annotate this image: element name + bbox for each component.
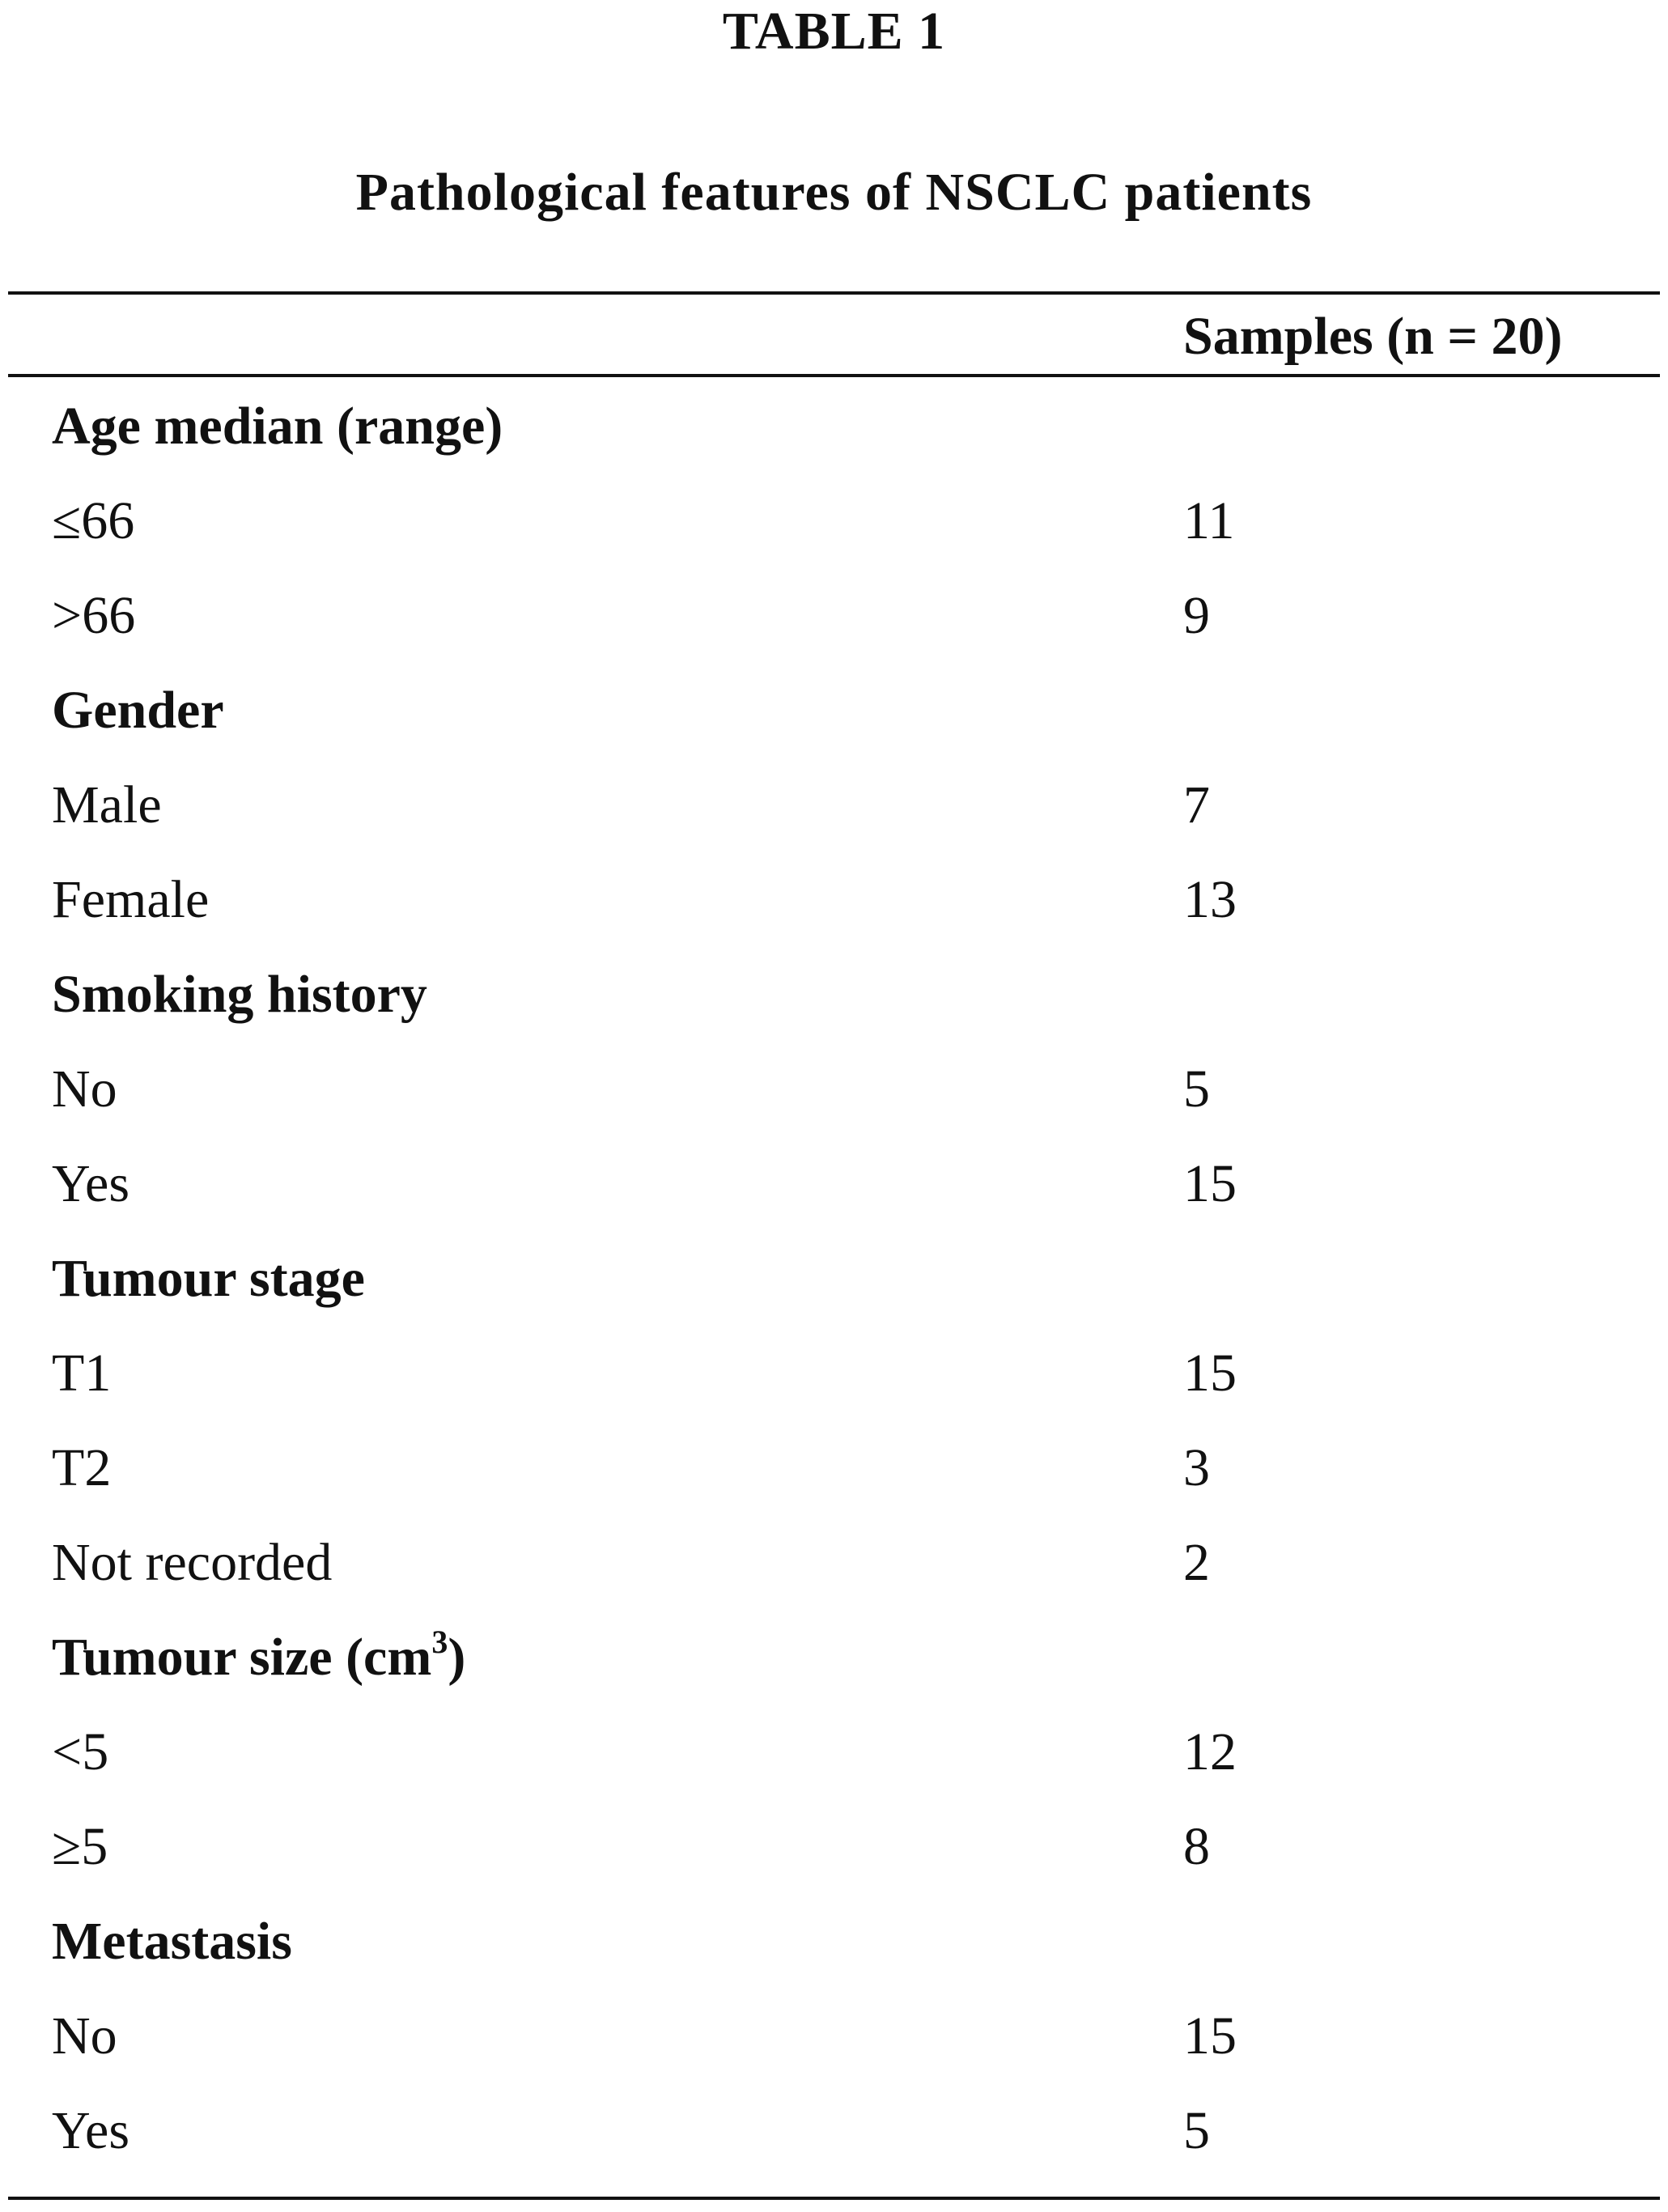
row-label: ≤66 <box>52 491 135 550</box>
sample-count: 11 <box>1183 491 1235 550</box>
table-row: T2 3 <box>0 1422 1668 1517</box>
column-header-samples: Samples (n = 20) <box>1183 307 1563 366</box>
table-row: Yes 15 <box>0 1138 1668 1233</box>
group-label: Tumour stage <box>52 1249 365 1308</box>
sample-count: 15 <box>1183 2006 1237 2066</box>
table-top-rule <box>8 291 1660 295</box>
table-group-row: Smoking history <box>0 949 1668 1043</box>
table-row: T1 15 <box>0 1327 1668 1422</box>
row-label: T2 <box>52 1438 112 1497</box>
sample-count: 9 <box>1183 586 1210 645</box>
sample-count: 7 <box>1183 775 1210 834</box>
row-label: Yes <box>52 2101 130 2160</box>
table-row: No 15 <box>0 1990 1668 2085</box>
sample-count: 13 <box>1183 870 1237 929</box>
group-label: Tumour size (cm3) <box>52 1624 466 1688</box>
table-header-rule <box>8 374 1660 377</box>
table-row: Yes 5 <box>0 2085 1668 2180</box>
sample-count: 15 <box>1183 1154 1237 1213</box>
table-row: Female 13 <box>0 854 1668 949</box>
table-row: <5 12 <box>0 1706 1668 1801</box>
table-group-row: Tumour size (cm3) <box>0 1611 1668 1706</box>
table-row: ≤66 11 <box>0 475 1668 570</box>
row-label: Male <box>52 775 162 834</box>
row-label: Yes <box>52 1154 130 1213</box>
row-label: T1 <box>52 1344 112 1403</box>
row-label: Female <box>52 870 210 929</box>
superscript: 3 <box>431 1624 448 1660</box>
group-label: Smoking history <box>52 965 427 1024</box>
table-row: Male 7 <box>0 759 1668 854</box>
row-label: ≥5 <box>52 1817 108 1876</box>
table-row: ≥5 8 <box>0 1801 1668 1896</box>
group-label: Age median (range) <box>52 397 503 456</box>
group-label: Gender <box>52 681 224 740</box>
table-bottom-rule <box>8 2197 1660 2200</box>
table-group-row: Tumour stage <box>0 1233 1668 1327</box>
row-label: No <box>52 1059 117 1119</box>
table-row: No 5 <box>0 1043 1668 1138</box>
table-title: Pathological features of NSCLC patients <box>355 163 1313 222</box>
label-tail: ) <box>448 1628 466 1687</box>
sample-count: 15 <box>1183 1344 1237 1403</box>
table-row: Not recorded 2 <box>0 1517 1668 1611</box>
sample-count: 12 <box>1183 1722 1237 1781</box>
sample-count: 5 <box>1183 2101 1210 2160</box>
sample-count: 3 <box>1183 1438 1210 1497</box>
sample-count: 2 <box>1183 1533 1210 1592</box>
sample-count: 8 <box>1183 1817 1210 1876</box>
table-group-row: Age median (range) <box>0 380 1668 475</box>
group-label: Metastasis <box>52 1912 292 1971</box>
row-label: No <box>52 2006 117 2066</box>
row-label: <5 <box>52 1722 109 1781</box>
sample-count: 5 <box>1183 1059 1210 1119</box>
row-label: Not recorded <box>52 1533 333 1592</box>
table-group-row: Metastasis <box>0 1896 1668 1990</box>
row-label: >66 <box>52 586 136 645</box>
table-number: TABLE 1 <box>722 2 946 61</box>
table-row: >66 9 <box>0 570 1668 664</box>
table-group-row: Gender <box>0 664 1668 759</box>
